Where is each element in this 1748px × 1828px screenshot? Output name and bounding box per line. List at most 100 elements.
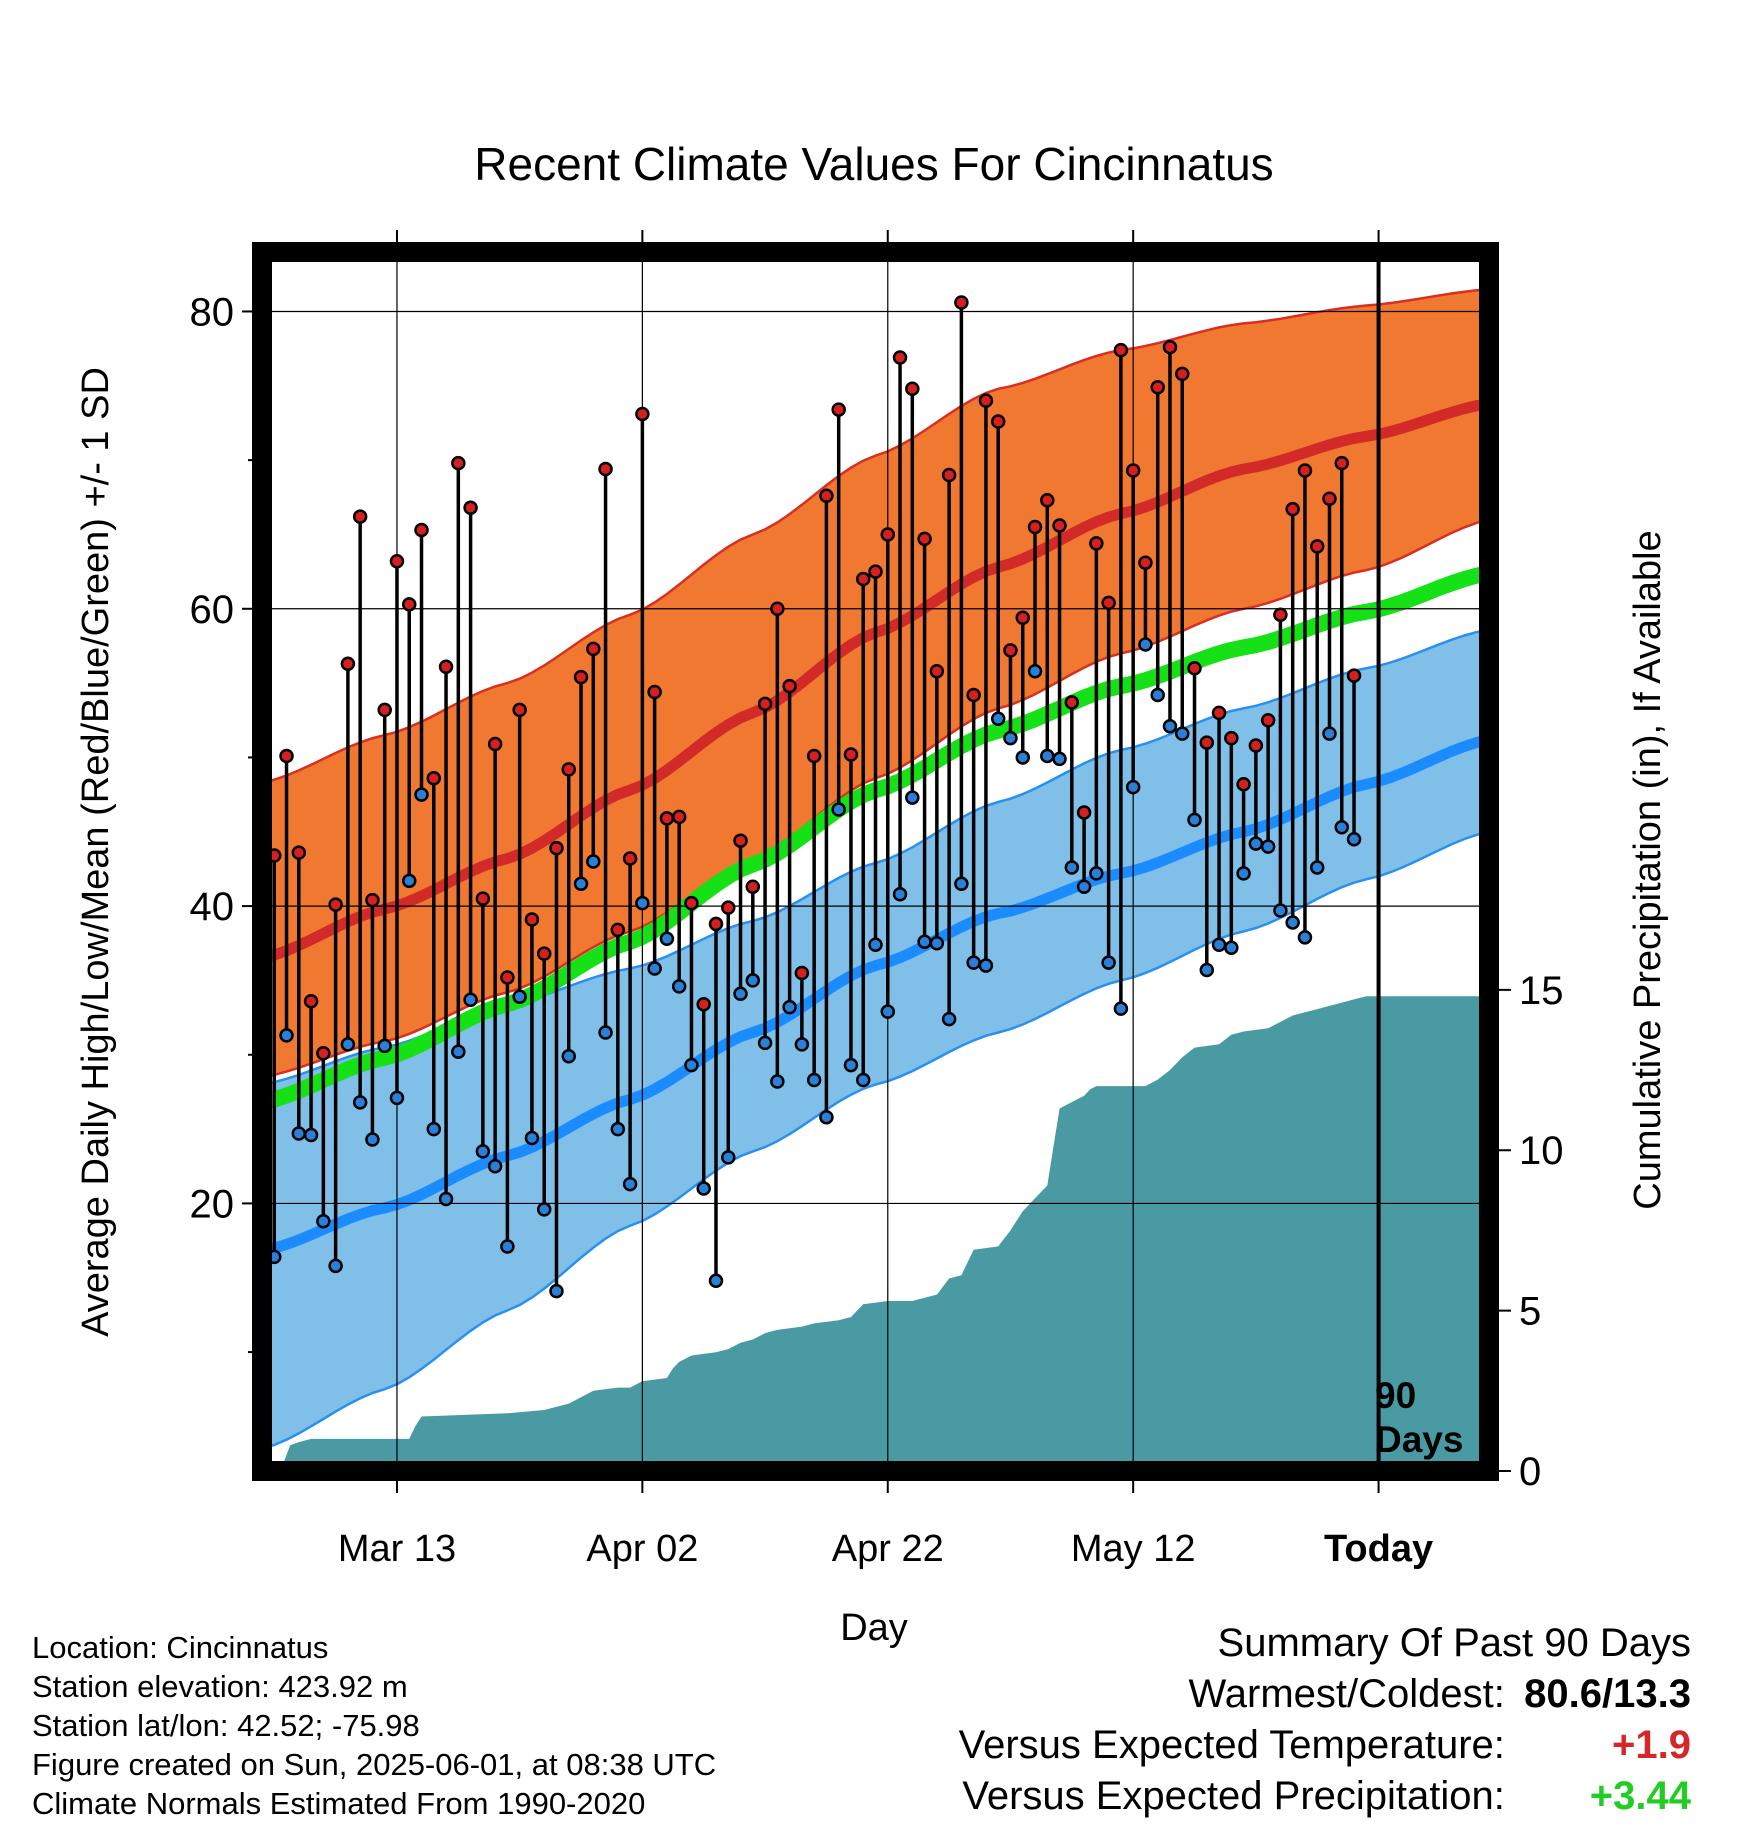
daily-low-point [757,1035,773,1051]
x-tick-label: Mar 13 [338,1528,456,1570]
daily-low-point [316,1214,331,1229]
daily-low-point [500,1239,515,1254]
daily-low-point [1236,866,1251,881]
x-tick-label: May 12 [1071,1528,1196,1570]
daily-high-point [905,381,920,397]
daily-high-point [757,696,773,712]
daily-low-point [671,979,687,994]
daily-low-point [1125,779,1141,795]
daily-high-point [328,897,343,912]
daily-high-point [855,571,871,587]
chart-title: Recent Climate Values For Cincinnatus [474,138,1273,190]
daily-low-point [1297,930,1313,945]
latlon-text: Station lat/lon: 42.52; -75.98 [32,1708,420,1743]
daily-high-point [426,771,442,786]
daily-high-point [1015,610,1030,625]
daily-high-point [1064,695,1080,710]
daily-low-point [1113,1001,1129,1016]
daily-low-point [414,787,429,802]
daily-low-point [978,958,994,973]
y2-axis-label: Cumulative Precipitation (in), If Availa… [1627,530,1669,1209]
y-tick-label: 80 [190,290,235,334]
daily-high-point [745,879,761,895]
daily-high-point [1260,713,1276,728]
today-days-label-unit: Days [1375,1419,1463,1460]
daily-high-point [279,748,294,764]
low-mean-line [262,734,1489,1257]
daily-high-point [941,467,957,483]
daily-high-point [1273,607,1288,622]
daily-low-point [745,973,761,988]
daily-high-point [1175,366,1190,382]
daily-high-point [586,641,601,657]
precip-area [262,996,1489,1471]
daily-high-point [782,678,797,694]
y2-tick-label: 0 [1519,1450,1541,1494]
daily-low-point [966,955,981,970]
daily-low-point [536,1202,552,1217]
daily-low-point [598,1025,613,1040]
daily-low-point [377,1038,392,1054]
daily-high-point [1346,668,1362,683]
daily-high-point [806,748,822,764]
daily-low-point [426,1121,442,1137]
summary-precip-label: Versus Expected Precipitation: [962,1774,1505,1818]
daily-low-point [905,790,920,805]
daily-high-point [1003,643,1018,658]
daily-high-point [708,916,724,932]
daily-high-point [303,993,319,1009]
daily-low-point [622,1176,638,1192]
daily-low-point [635,895,650,911]
daily-low-point [1089,866,1104,881]
daily-low-point [451,1044,466,1060]
daily-low-point [929,936,945,951]
daily-low-point [880,1004,896,1019]
daily-high-point [549,840,564,856]
daily-high-point [561,762,576,777]
daily-low-point [708,1273,724,1288]
daily-high-point [1211,705,1227,721]
daily-low-point [586,854,601,869]
daily-high-point [1199,735,1215,750]
created-text: Figure created on Sun, 2025-06-01, at 08… [32,1747,717,1782]
daily-low-point [868,937,883,952]
daily-high-point [1027,519,1043,535]
summary-temp-row: Versus Expected Temperature: +1.9 [959,1720,1691,1771]
daily-low-point [684,1057,699,1073]
daily-high-point [1334,455,1350,471]
daily-low-point [659,931,675,947]
daily-low-point [1309,860,1325,875]
daily-low-point [1273,903,1288,918]
daily-high-point [377,702,392,718]
daily-high-point [487,736,503,752]
daily-low-point [573,876,589,892]
daily-low-point [1052,751,1067,767]
daily-high-point [524,912,540,927]
daily-low-point [941,1011,957,1027]
daily-low-point [954,876,969,892]
summary-temp-label: Versus Expected Temperature: [958,1723,1505,1767]
y2-tick-label: 10 [1519,1129,1564,1173]
daily-high-point [291,845,307,860]
daily-high-point [868,564,883,579]
daily-high-point [610,922,626,938]
daily-low-point [487,1159,503,1174]
daily-low-point [1248,836,1264,851]
daily-high-point [512,702,527,718]
daily-high-point [770,601,785,617]
location-text: Location: Cincinnatus [32,1630,329,1665]
daily-high-point [843,747,859,762]
daily-high-point [1113,342,1129,358]
today-days-label-number: 90 [1375,1375,1416,1416]
daily-low-point [1346,831,1362,847]
summary-warmest-value: 80.6/13.3 [1524,1672,1691,1716]
daily-high-point [475,891,491,906]
summary-precip-row: Versus Expected Precipitation: +3.44 [959,1771,1691,1822]
daily-low-point [855,1072,871,1088]
daily-low-point [1224,940,1239,955]
daily-high-point [414,522,429,538]
daily-low-point [512,989,527,1005]
daily-low-point [475,1144,491,1159]
x-tick-label: Today [1324,1528,1433,1570]
daily-high-point [1162,339,1178,355]
